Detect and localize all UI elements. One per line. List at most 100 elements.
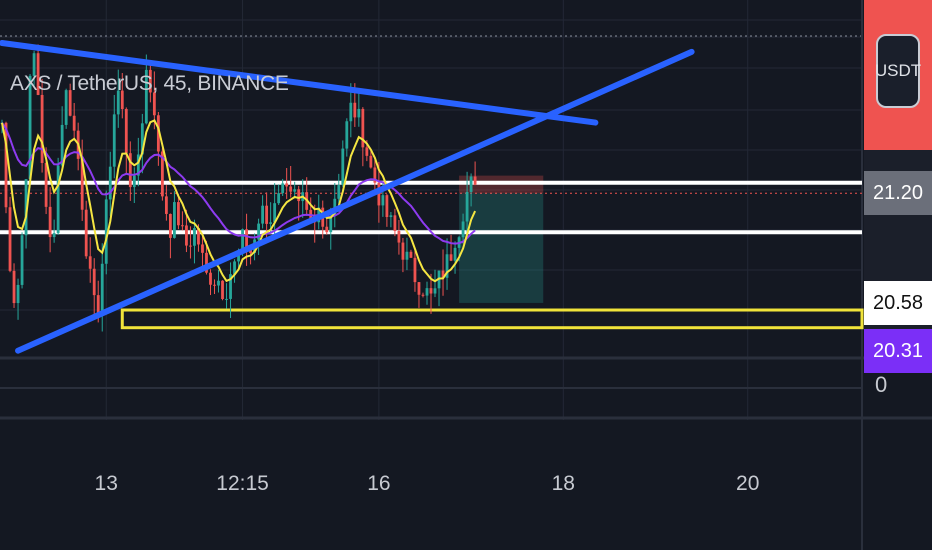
candle bbox=[40, 94, 44, 163]
candle bbox=[132, 175, 136, 188]
candle bbox=[245, 229, 248, 248]
candle bbox=[96, 295, 100, 313]
candle bbox=[112, 114, 116, 167]
symbol-title: AXS / TetherUS, 45, BINANCE bbox=[10, 72, 289, 95]
candle bbox=[28, 75, 32, 180]
candle bbox=[56, 165, 60, 234]
candle bbox=[124, 109, 128, 154]
candle bbox=[429, 288, 433, 294]
candle bbox=[72, 115, 76, 131]
candle bbox=[425, 288, 429, 296]
candle bbox=[148, 69, 152, 93]
candle bbox=[441, 270, 445, 278]
candle bbox=[209, 272, 212, 285]
candle bbox=[337, 185, 341, 199]
time-tick-1: 12:15 bbox=[216, 472, 269, 495]
candle bbox=[160, 151, 164, 197]
candle bbox=[104, 199, 108, 264]
candle bbox=[349, 102, 353, 122]
candle bbox=[361, 108, 365, 148]
candle bbox=[357, 108, 361, 118]
candle bbox=[289, 186, 293, 192]
candle bbox=[381, 195, 385, 206]
candle bbox=[265, 205, 269, 224]
candle bbox=[233, 261, 236, 275]
candle bbox=[189, 245, 192, 247]
candle bbox=[221, 280, 224, 299]
subpane-zero-label: 0 bbox=[875, 372, 888, 397]
candle bbox=[64, 90, 68, 125]
price-label-ema: 20.31 bbox=[864, 328, 932, 373]
candle bbox=[297, 189, 301, 202]
candle bbox=[173, 202, 176, 238]
candle bbox=[60, 124, 64, 166]
candle bbox=[325, 226, 329, 233]
candle bbox=[16, 284, 20, 304]
candle bbox=[48, 206, 52, 238]
candle bbox=[373, 167, 377, 183]
candle bbox=[213, 284, 216, 286]
candle bbox=[393, 215, 397, 232]
candle bbox=[261, 205, 265, 224]
candle bbox=[421, 294, 425, 296]
candle bbox=[120, 90, 124, 110]
candle bbox=[193, 228, 196, 246]
candle bbox=[128, 153, 132, 188]
candle bbox=[140, 123, 144, 155]
candle bbox=[164, 196, 168, 214]
candle bbox=[100, 263, 104, 313]
price-label-current: 21.20 bbox=[864, 171, 932, 216]
candle bbox=[136, 154, 140, 176]
candle bbox=[36, 53, 40, 95]
candle bbox=[449, 254, 453, 261]
time-tick-3: 18 bbox=[551, 472, 575, 495]
candle bbox=[92, 268, 96, 296]
candle bbox=[385, 195, 389, 218]
candle bbox=[108, 166, 112, 200]
ema-fast-line bbox=[1, 119, 477, 283]
candle bbox=[397, 231, 401, 243]
candle bbox=[12, 270, 16, 304]
candle bbox=[225, 298, 228, 300]
candle bbox=[152, 92, 156, 116]
candle bbox=[413, 257, 417, 283]
support-zone bbox=[120, 308, 864, 330]
candle bbox=[181, 225, 184, 227]
candle bbox=[293, 189, 297, 192]
candle bbox=[389, 215, 393, 218]
candle bbox=[405, 251, 409, 260]
currency-button[interactable]: USDT bbox=[875, 34, 921, 108]
candle bbox=[353, 102, 357, 118]
candle bbox=[473, 176, 477, 185]
candle bbox=[8, 207, 12, 271]
candle bbox=[277, 193, 281, 204]
candle bbox=[185, 225, 188, 246]
candle bbox=[156, 115, 160, 152]
candle bbox=[417, 282, 421, 295]
candle bbox=[205, 252, 208, 273]
candle bbox=[401, 242, 405, 260]
candle bbox=[345, 121, 349, 149]
candle bbox=[201, 244, 204, 253]
candle bbox=[445, 254, 449, 278]
candle bbox=[469, 176, 473, 192]
candle bbox=[44, 162, 48, 207]
trendline-1 bbox=[15, 48, 695, 354]
candle bbox=[197, 228, 200, 245]
trendline-0 bbox=[0, 39, 599, 126]
candle bbox=[217, 280, 220, 286]
candle bbox=[365, 147, 369, 156]
candle bbox=[80, 158, 84, 210]
candle bbox=[52, 233, 56, 238]
candle bbox=[273, 203, 277, 223]
candle bbox=[229, 274, 232, 299]
candle bbox=[433, 288, 437, 294]
candle bbox=[341, 148, 345, 186]
candle bbox=[241, 229, 244, 254]
candle bbox=[377, 182, 381, 206]
candle bbox=[4, 122, 8, 208]
candle bbox=[84, 209, 88, 257]
take-profit-zone bbox=[459, 193, 544, 303]
